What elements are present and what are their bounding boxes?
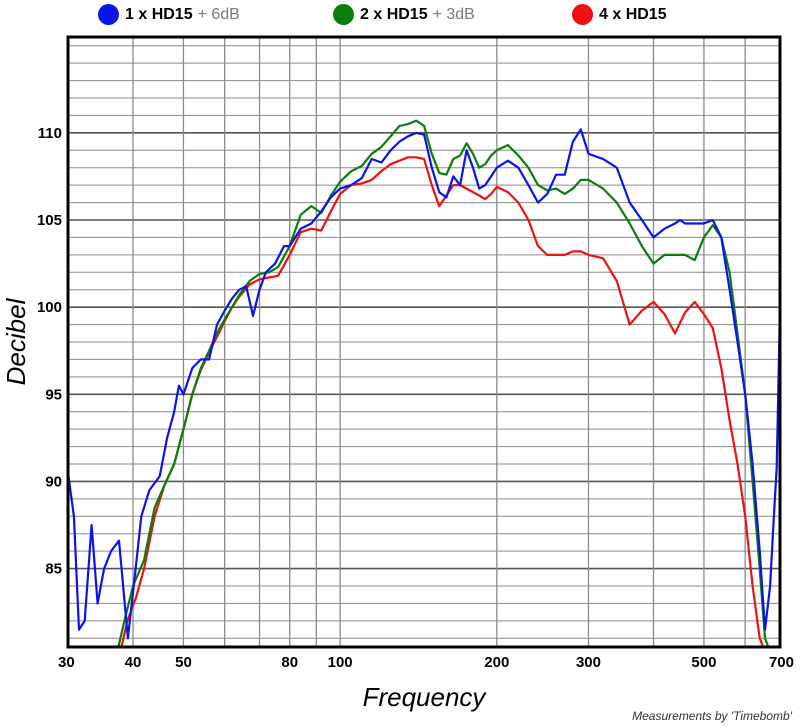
chart-series [68,119,780,647]
legend-swatch-green [333,4,354,25]
chart-grid [67,37,781,647]
x-tick-label: 40 [125,654,142,671]
y-tick-label: 105 [37,212,62,229]
measurement-credit: Measurements by 'Timebomb' [632,709,792,723]
y-tick-label: 95 [45,386,62,403]
y-axis-title: Decibel [1,297,31,385]
x-tick-label: 500 [691,654,716,671]
legend-series-offset: + 6dB [197,5,240,23]
x-tick-label: 30 [58,654,75,671]
series-line-2-x-hd15 [117,119,770,647]
y-tick-label: 90 [45,473,62,490]
legend-item: 1 x HD15 + 6dB [98,4,240,25]
legend-swatch-red [572,4,593,25]
legend-series-name: 1 x HD15 [125,5,193,23]
x-tick-label: 100 [328,654,353,671]
x-tick-label: 200 [484,654,509,671]
x-tick-label: 300 [576,654,601,671]
series-line-1-x-hd15 [68,128,780,640]
y-tick-label: 110 [38,125,62,142]
legend-series-name: 4 x HD15 [599,5,667,23]
x-axis-title: Frequency [363,682,488,712]
x-tick-label: 80 [281,654,298,671]
y-axis-ticks: 85 90 95 100 105 110 [37,125,62,578]
legend-series-name: 2 x HD15 [360,5,428,23]
plot-frame [66,35,782,649]
legend-swatch-blue [98,4,119,25]
x-tick-label: 700 [769,654,794,671]
y-tick-label: 85 [45,561,62,578]
legend-item: 2 x HD15 + 3dB [333,4,475,25]
legend-item: 4 x HD15 [572,4,672,25]
series-line-4-x-hd15 [120,156,765,647]
y-tick-label: 100 [37,299,62,316]
x-axis-ticks: 30 40 50 80 100 200 300 500 700 [58,654,794,671]
legend-series-offset: + 3dB [432,5,475,23]
x-tick-label: 50 [175,654,192,671]
chart-legend: 1 x HD15 + 6dB 2 x HD15 + 3dB 4 x HD15 [0,4,800,28]
